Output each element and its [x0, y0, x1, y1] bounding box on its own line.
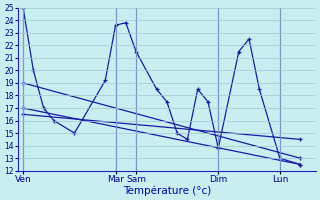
X-axis label: Température (°c): Température (°c): [123, 185, 211, 196]
